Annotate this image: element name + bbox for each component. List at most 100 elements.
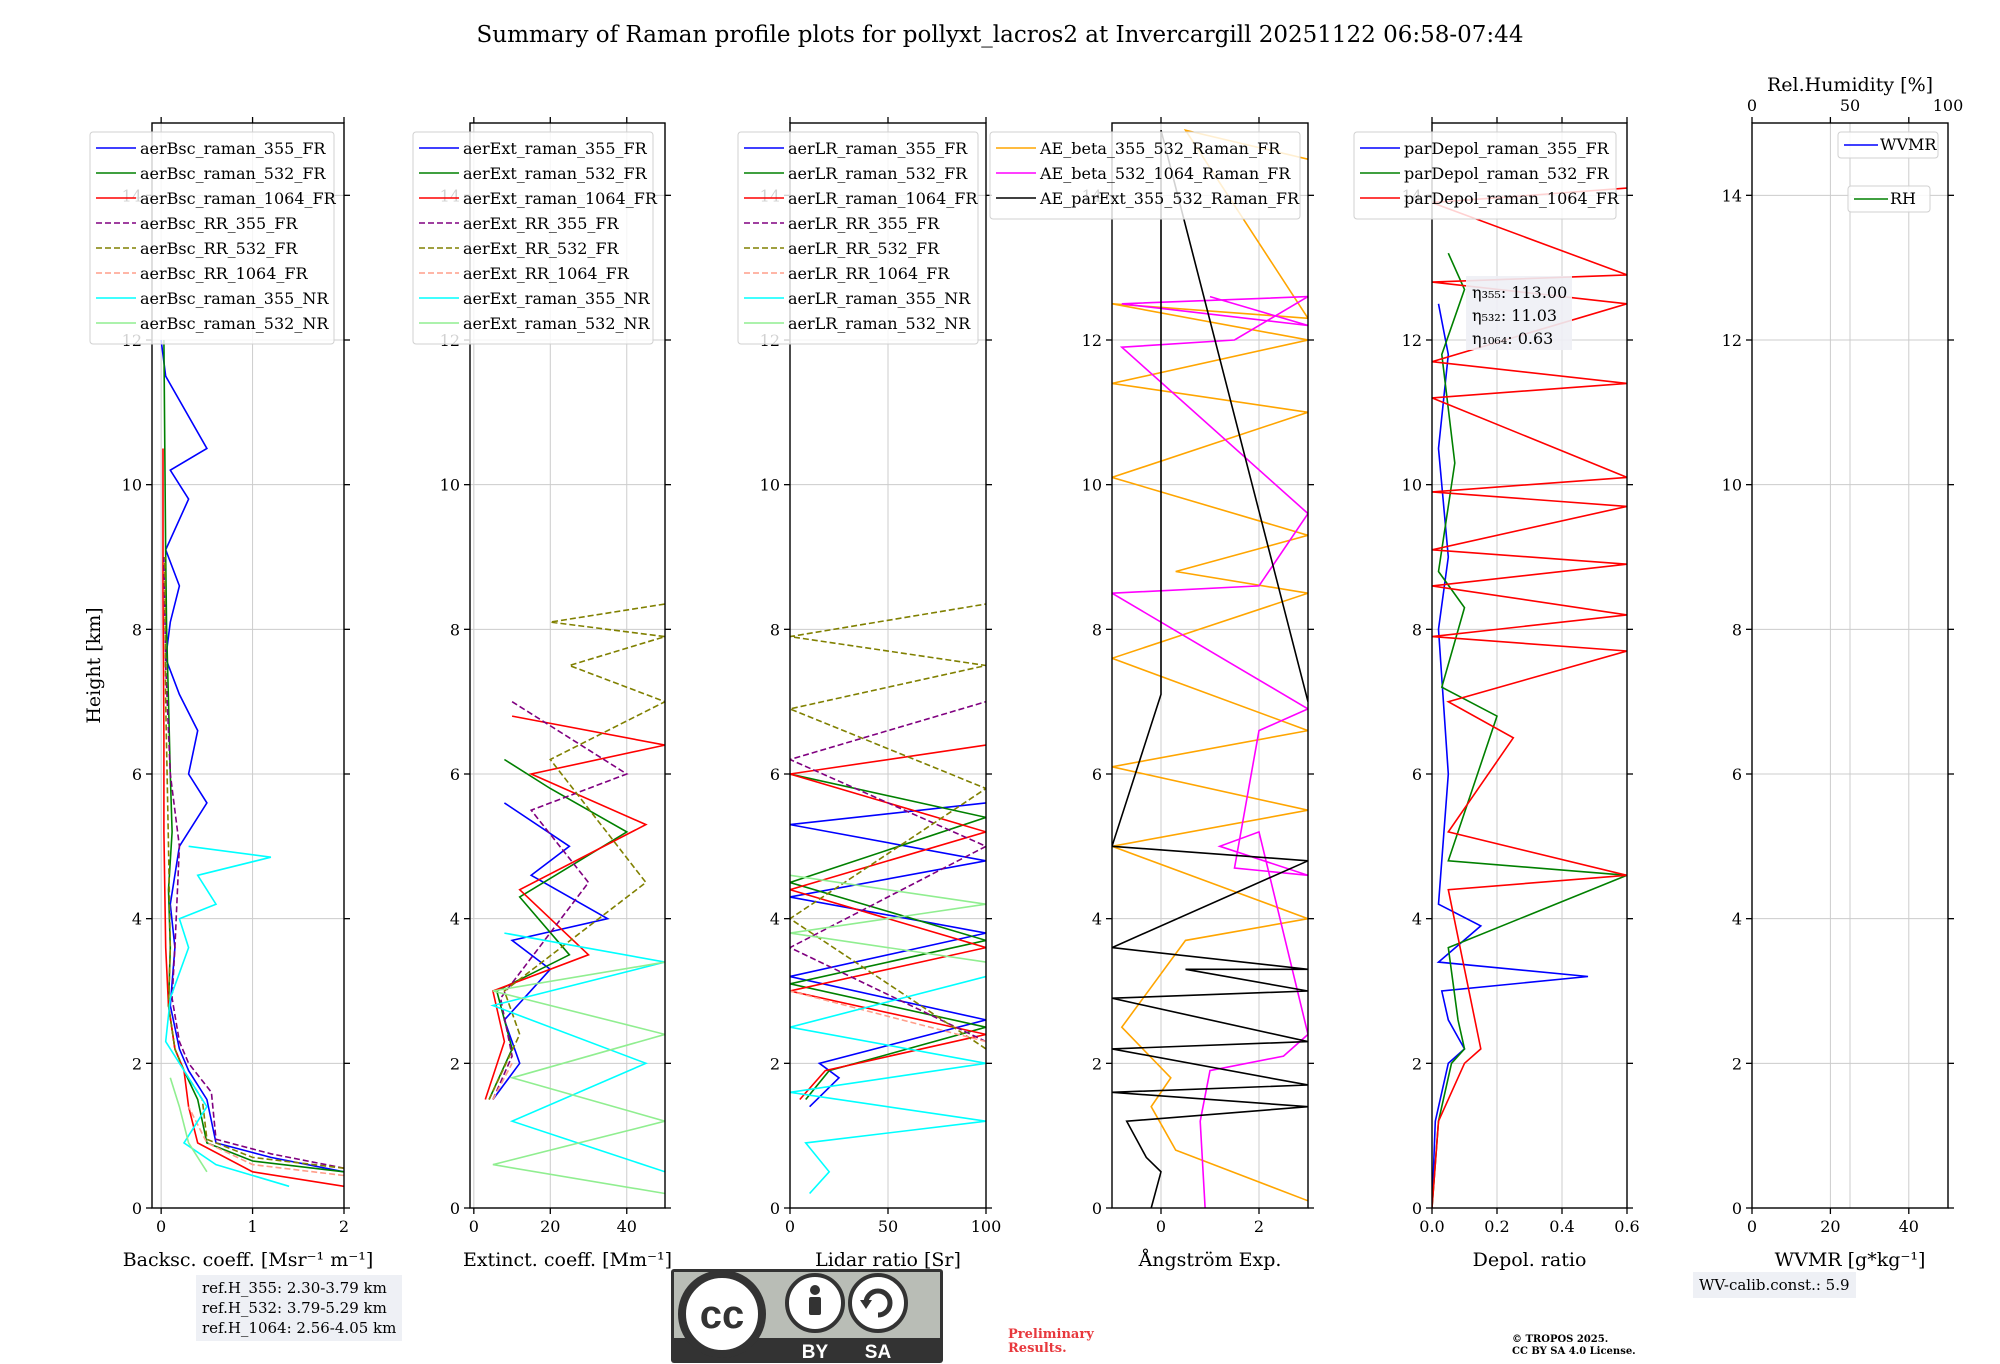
legend-box (89, 131, 335, 345)
y-tick-label: 2 (1732, 1054, 1742, 1073)
x-tick-label: 0 (1156, 1217, 1166, 1236)
y-tick-label: 8 (450, 620, 460, 639)
series-line-aerLR_raman_532_NR (790, 874, 986, 963)
eta-annotation-line: η₅₃₂: 11.03 (1472, 306, 1557, 325)
legend-label-parDepol_raman_532_FR: parDepol_raman_532_FR (1404, 164, 1610, 183)
x-tick-label: 0 (1747, 1217, 1757, 1236)
y-tick-label: 10 (1082, 476, 1102, 495)
legend-label-RH: RH (1890, 189, 1916, 208)
copyright-line-1: © TROPOS 2025. (1512, 1334, 1609, 1345)
axes-frame (1431, 122, 1628, 1209)
y-tick-label: 2 (1412, 1054, 1422, 1073)
y-tick-label: 6 (450, 765, 460, 784)
series-line-aerExt_RR_532_FR (488, 603, 665, 1100)
legend-label-WVMR: WVMR (1880, 135, 1937, 154)
y-tick-label: 4 (132, 910, 142, 929)
x-tick-label: 2 (339, 1217, 349, 1236)
x-tick-label: 0.2 (1484, 1217, 1509, 1236)
ref-height-532: ref.H_532: 3.79-5.29 km (202, 1299, 387, 1317)
y-tick-label: 4 (450, 910, 460, 929)
legend-box (1837, 131, 1939, 159)
x-tick-label: 40 (1899, 1217, 1919, 1236)
chart-panel-extinction: 0246810121402040Extinct. coeff. [Mm⁻¹]ae… (412, 117, 672, 1271)
legend-label-aerLR_RR_1064_FR: aerLR_RR_1064_FR (788, 264, 950, 283)
legend-label-aerLR_raman_532_NR: aerLR_raman_532_NR (788, 314, 971, 333)
share-alike-icon (848, 1273, 908, 1333)
x-tick-label: 20 (540, 1217, 560, 1236)
series-line-parDepol_raman_355_FR (1432, 303, 1589, 1208)
ref-height-1064: ref.H_1064: 2.56-4.05 km (202, 1319, 397, 1337)
cc-license-badge: cc BY SA (671, 1269, 943, 1363)
y-tick-label: 6 (770, 765, 780, 784)
series-group (790, 603, 986, 1195)
ref-height-355: ref.H_355: 2.30-3.79 km (202, 1279, 387, 1297)
chart-panel-angstrom: 0246810121402Ångström Exp.AE_beta_355_53… (989, 117, 1314, 1271)
series-line-aerExt_raman_355_NR (490, 932, 665, 1173)
legend-label-aerExt_RR_1064_FR: aerExt_RR_1064_FR (463, 264, 630, 283)
axes-frame (469, 122, 666, 1209)
legend-label-aerBsc_raman_532_FR: aerBsc_raman_532_FR (140, 164, 326, 183)
y-tick-label: 0 (1092, 1199, 1102, 1218)
series-line-aerExt_RR_355_FR (492, 701, 629, 1100)
ref-heights-box: ref.H_355: 2.30-3.79 km ref.H_532: 3.79-… (196, 1275, 403, 1341)
x-axis-label: Lidar ratio [Sr] (815, 1249, 961, 1271)
x-axis-label: Depol. ratio (1473, 1249, 1587, 1271)
series-line-AE_beta_532_1064_Raman_FR (1112, 295, 1308, 1208)
copyright-note: © TROPOS 2025. CC BY SA 4.0 License. (1512, 1334, 1636, 1358)
top-tick-label: 100 (1933, 96, 1964, 115)
series-line-aerBsc_RR_355_FR (163, 556, 344, 1169)
legend-label-aerBsc_raman_532_NR: aerBsc_raman_532_NR (140, 314, 329, 333)
legend-label-AE_beta_355_532_Raman_FR: AE_beta_355_532_Raman_FR (1039, 139, 1281, 158)
top-axis-label: Rel.Humidity [%] (1767, 74, 1933, 96)
series-line-aerBsc_raman_355_NR (164, 845, 290, 1188)
y-tick-label: 0 (450, 1199, 460, 1218)
y-tick-label: 0 (132, 1199, 142, 1218)
eta-annotation-box (1466, 276, 1572, 350)
x-axis-label: Backsc. coeff. [Msr⁻¹ m⁻¹] (123, 1249, 374, 1271)
x-tick-label: 0 (156, 1217, 166, 1236)
legend-box (989, 131, 1301, 220)
x-axis-label: Extinct. coeff. [Mm⁻¹] (463, 1249, 672, 1271)
legend-label-aerExt_RR_532_FR: aerExt_RR_532_FR (463, 239, 620, 258)
sa-text: SA (865, 1342, 892, 1363)
legend-label-aerLR_raman_1064_FR: aerLR_raman_1064_FR (788, 189, 978, 208)
y-tick-label: 8 (132, 620, 142, 639)
legend-label-aerLR_RR_355_FR: aerLR_RR_355_FR (788, 214, 940, 233)
y-tick-label: 6 (1412, 765, 1422, 784)
legend-label-aerLR_raman_532_FR: aerLR_raman_532_FR (788, 164, 968, 183)
y-tick-label: 12 (1402, 331, 1422, 350)
x-tick-label: 100 (971, 1217, 1002, 1236)
series-group (1112, 128, 1308, 1208)
axes-frame (1111, 122, 1309, 1209)
legend-box (1847, 185, 1931, 213)
y-tick-label: 8 (1732, 620, 1742, 639)
legend-label-aerExt_raman_532_FR: aerExt_raman_532_FR (463, 164, 648, 183)
x-tick-label: 0 (469, 1217, 479, 1236)
axes-frame (1751, 122, 1949, 1209)
eta-annotation-line: η₁₀₆₄: 0.63 (1472, 329, 1553, 348)
legend-box (412, 131, 654, 345)
y-tick-label: 6 (1732, 765, 1742, 784)
legend-label-parDepol_raman_1064_FR: parDepol_raman_1064_FR (1404, 189, 1620, 208)
wv-calib-text: WV-calib.const.: 5.9 (1699, 1276, 1850, 1294)
y-tick-label: 8 (770, 620, 780, 639)
page-title: Summary of Raman profile plots for polly… (476, 22, 1524, 48)
legend-label-AE_parExt_355_532_Raman_FR: AE_parExt_355_532_Raman_FR (1039, 189, 1300, 208)
y-tick-label: 6 (132, 765, 142, 784)
x-tick-label: 1 (247, 1217, 257, 1236)
y-tick-label: 12 (1722, 331, 1742, 350)
copyright-line-2: CC BY SA 4.0 License. (1512, 1346, 1636, 1357)
series-line-aerExt_raman_532_NR (492, 961, 665, 1195)
chart-panel-backscatter: 02468101214012Backsc. coeff. [Msr⁻¹ m⁻¹]… (83, 117, 373, 1271)
series-line-aerExt_raman_1064_FR (484, 715, 665, 1100)
preliminary-note: Preliminary Results. (1008, 1328, 1094, 1356)
top-tick-label: 50 (1840, 96, 1860, 115)
chart-panel-lidar_ratio: 02468101214050100Lidar ratio [Sr]aerLR_r… (737, 117, 1002, 1271)
x-tick-label: 40 (617, 1217, 637, 1236)
y-tick-label: 10 (122, 476, 142, 495)
wv-calib-box: WV-calib.const.: 5.9 (1693, 1272, 1856, 1298)
y-tick-label: 10 (1722, 476, 1742, 495)
x-tick-label: 2 (1254, 1217, 1264, 1236)
series-line-AE_parExt_355_532_Raman_FR (1112, 130, 1308, 1208)
